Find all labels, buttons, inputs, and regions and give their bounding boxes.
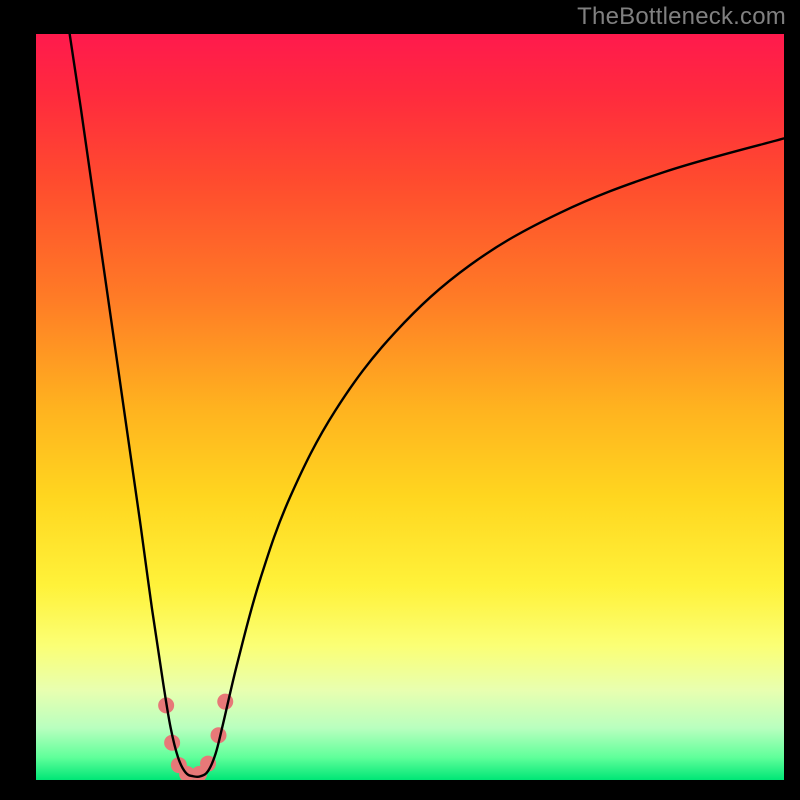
plot-area bbox=[36, 34, 784, 780]
curve-layer bbox=[36, 34, 784, 780]
watermark-text: TheBottleneck.com bbox=[577, 3, 786, 31]
bottleneck-curve bbox=[70, 34, 784, 777]
